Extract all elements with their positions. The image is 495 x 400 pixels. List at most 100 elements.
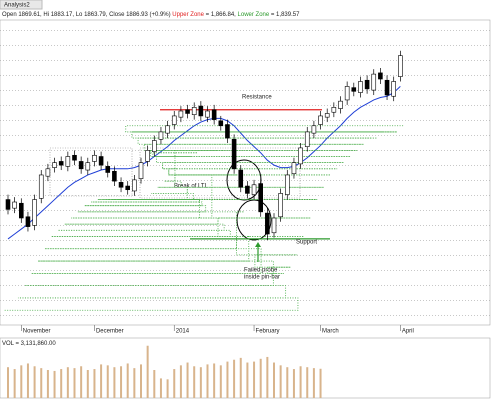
upper-zone-value: = 1,866.84,: [206, 12, 237, 18]
candle-body: [364, 79, 370, 90]
volume-bar: [306, 367, 309, 398]
candle-body: [231, 138, 237, 170]
candle-body: [98, 156, 104, 166]
plot-area: [0, 19, 491, 326]
candle-body: [178, 110, 184, 118]
candle-body: [158, 131, 164, 140]
candle-body: [65, 156, 71, 167]
candle-body: [251, 184, 257, 195]
candle-body: [371, 73, 377, 91]
volume-bar: [7, 367, 9, 398]
candle-body: [384, 79, 390, 96]
candle-body: [324, 113, 330, 118]
volume-bar: [80, 366, 83, 398]
volume-bar: [86, 370, 89, 398]
volume-bar: [312, 368, 315, 398]
candle-body: [32, 199, 37, 226]
x-tick-label: December: [96, 329, 124, 335]
annotation: Break of LTL: [174, 184, 209, 190]
volume-bar: [199, 367, 202, 398]
volume-label: VOL: [2, 341, 15, 347]
volume-bar: [13, 369, 16, 398]
candle-body: [225, 124, 230, 139]
candle-body: [92, 154, 97, 162]
volume-bar: [286, 367, 289, 398]
candle-body: [132, 179, 137, 192]
volume-bar: [26, 363, 29, 398]
volume-bar: [279, 365, 282, 398]
candle-body: [45, 168, 51, 177]
volume-bar: [213, 363, 216, 398]
volume-bar: [319, 368, 322, 398]
volume-bar: [100, 364, 103, 398]
candle-body: [18, 202, 24, 219]
candle-body: [52, 162, 57, 168]
candle-body: [105, 166, 111, 173]
volume-bar: [299, 366, 302, 398]
overlay-line: [4, 125, 404, 311]
candle-body: [38, 174, 44, 199]
tab[interactable]: [0, 0, 43, 10]
candle-body: [125, 185, 130, 191]
candle-body: [58, 161, 64, 166]
candle-body: [145, 150, 150, 162]
candle-body: [152, 140, 157, 152]
annotation: inside pin-bar: [244, 275, 280, 281]
candle-body: [118, 182, 124, 188]
volume-bar: [219, 365, 222, 398]
candle-body: [211, 109, 217, 120]
x-tick-label: November: [23, 329, 51, 335]
candle-body: [165, 125, 170, 134]
volume-bar: [259, 358, 262, 398]
x-tick-label: April: [402, 329, 414, 335]
candle-body: [278, 193, 283, 218]
volume-bar: [246, 362, 249, 398]
candle-body: [351, 87, 357, 92]
volume-bar: [113, 367, 116, 398]
tab-label[interactable]: Analysis2: [4, 3, 30, 9]
candle-body: [78, 161, 84, 170]
ohlc: Open 1869.61, Hi 1883.17, Lo 1863.79, Cl…: [2, 12, 171, 18]
overlay-line: [7, 86, 401, 240]
volume-bar: [93, 369, 96, 398]
volume-bar: [53, 370, 56, 398]
candle-body: [391, 81, 397, 97]
volume-bar: [140, 364, 142, 398]
volume-bar: [253, 361, 256, 398]
x-tick-label: March: [322, 329, 339, 335]
candle-body: [198, 105, 204, 117]
volume-bar: [166, 379, 169, 398]
candle-body: [72, 154, 77, 161]
volume-bar: [120, 366, 123, 398]
volume-bar: [146, 345, 149, 398]
candle-body: [112, 170, 117, 182]
candle-body: [304, 131, 310, 147]
candle-body: [344, 86, 350, 101]
candle-body: [338, 100, 343, 109]
candle-body: [358, 81, 363, 93]
candle-body: [284, 174, 290, 195]
volume-value: = 3,131,860.00: [15, 341, 56, 347]
volume-bar: [153, 370, 156, 398]
candle-body: [171, 115, 177, 125]
volume-bar: [20, 365, 23, 398]
candle-body: [331, 107, 337, 113]
volume-bar: [226, 361, 229, 398]
volume-bar: [193, 366, 196, 398]
readout: Open 1869.61, Hi 1883.17, Lo 1863.79, Cl…: [2, 12, 300, 18]
candle-body: [185, 109, 190, 114]
candle-body: [245, 185, 250, 194]
volume-readout: VOL = 3,131,860.00: [2, 341, 56, 347]
candle-body: [238, 169, 244, 188]
candle-body: [12, 201, 17, 209]
volume-bar: [66, 367, 69, 398]
candle-body: [271, 217, 277, 234]
candle-body: [298, 147, 303, 165]
annotation: Failed probe: [244, 268, 278, 274]
volume-bar: [273, 362, 275, 398]
level-label: Support: [296, 240, 317, 246]
level-label: Resistance: [242, 95, 272, 101]
highlight-circle: [236, 199, 272, 241]
volume-bar: [33, 366, 36, 398]
